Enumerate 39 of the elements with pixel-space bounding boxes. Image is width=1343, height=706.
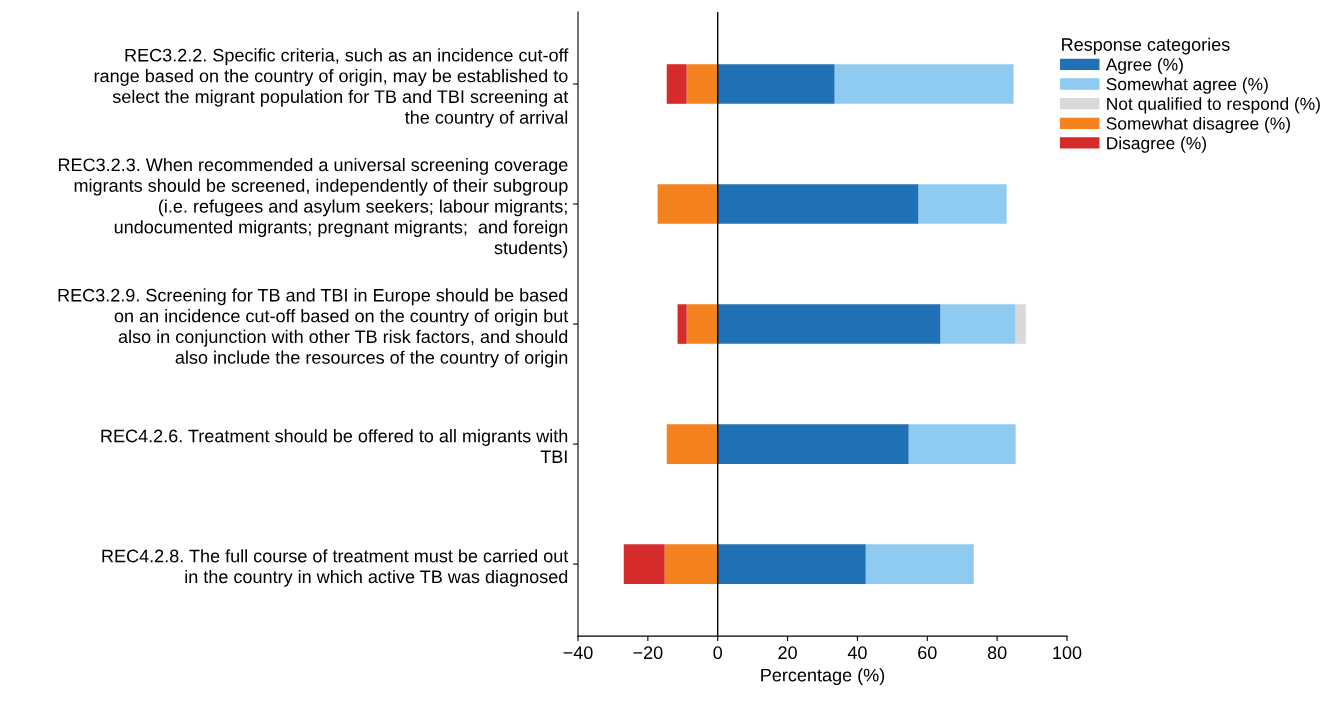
x-tick-label: −20 xyxy=(633,646,663,660)
legend-label: Not qualified to respond (%) xyxy=(1107,97,1320,114)
bar xyxy=(865,544,974,584)
bar xyxy=(940,304,1016,344)
bar xyxy=(686,64,718,104)
bar xyxy=(664,544,718,584)
bar xyxy=(717,304,941,344)
bar xyxy=(666,424,718,464)
x-tick-label: 60 xyxy=(918,646,937,660)
bar xyxy=(686,304,718,344)
y-tick-label: REC4.2.6. Treatment should be offered to all migrants with TBI xyxy=(101,429,568,463)
x-tick-label: 80 xyxy=(987,646,1007,660)
bar xyxy=(717,424,909,464)
bar xyxy=(717,64,835,104)
bar xyxy=(834,64,1014,104)
bar xyxy=(666,64,687,104)
bar xyxy=(717,184,919,224)
legend-label: Somewhat agree (%) xyxy=(1106,77,1268,94)
bar xyxy=(918,184,1007,224)
bar xyxy=(657,184,718,224)
x-tick-label: −40 xyxy=(563,646,593,660)
bar xyxy=(677,304,687,344)
bar xyxy=(1015,304,1026,344)
y-tick-label: REC3.2.2. Specific criteria, such as an incidence cut-off range based on the country of origin, may be established to select the migrant population for TB and TBI screening at the country of arrival xyxy=(94,48,569,128)
bar xyxy=(908,424,1016,464)
legend-label: Somewhat disagree (%) xyxy=(1106,116,1290,134)
y-tick-label: REC4.2.8. The full course of treatment must be carried out in the country in which active TB was diagnosed xyxy=(102,549,569,587)
y-tick-label: REC3.2.3. When recommended a universal screening coverage migrants should be screened, independently of their subgroup (i.e. refugees and asylum seekers; labour migrants; undocumented migrants; pregnant migrants; and foreign students) xyxy=(58,157,568,258)
x-tick-label: 40 xyxy=(847,646,867,660)
x-tick-label: 100 xyxy=(1053,646,1082,660)
bar xyxy=(623,544,665,584)
x-tick-label: 0 xyxy=(713,646,723,660)
x-tick-label: 20 xyxy=(778,646,797,660)
y-tick-label: REC3.2.9. Screening for TB and TBI in Europe should be based on an incidence cut-off based on the country of origin but also in conjunction with other TB risk factors, and should also include the resources of the country of origin xyxy=(58,288,569,368)
bar xyxy=(717,544,866,584)
legend-title: Response categories xyxy=(1062,37,1230,55)
x-axis-title: Percentage (%) xyxy=(761,668,885,686)
legend-label: Disagree (%) xyxy=(1107,136,1206,153)
legend-label: Agree (%) xyxy=(1105,57,1183,75)
